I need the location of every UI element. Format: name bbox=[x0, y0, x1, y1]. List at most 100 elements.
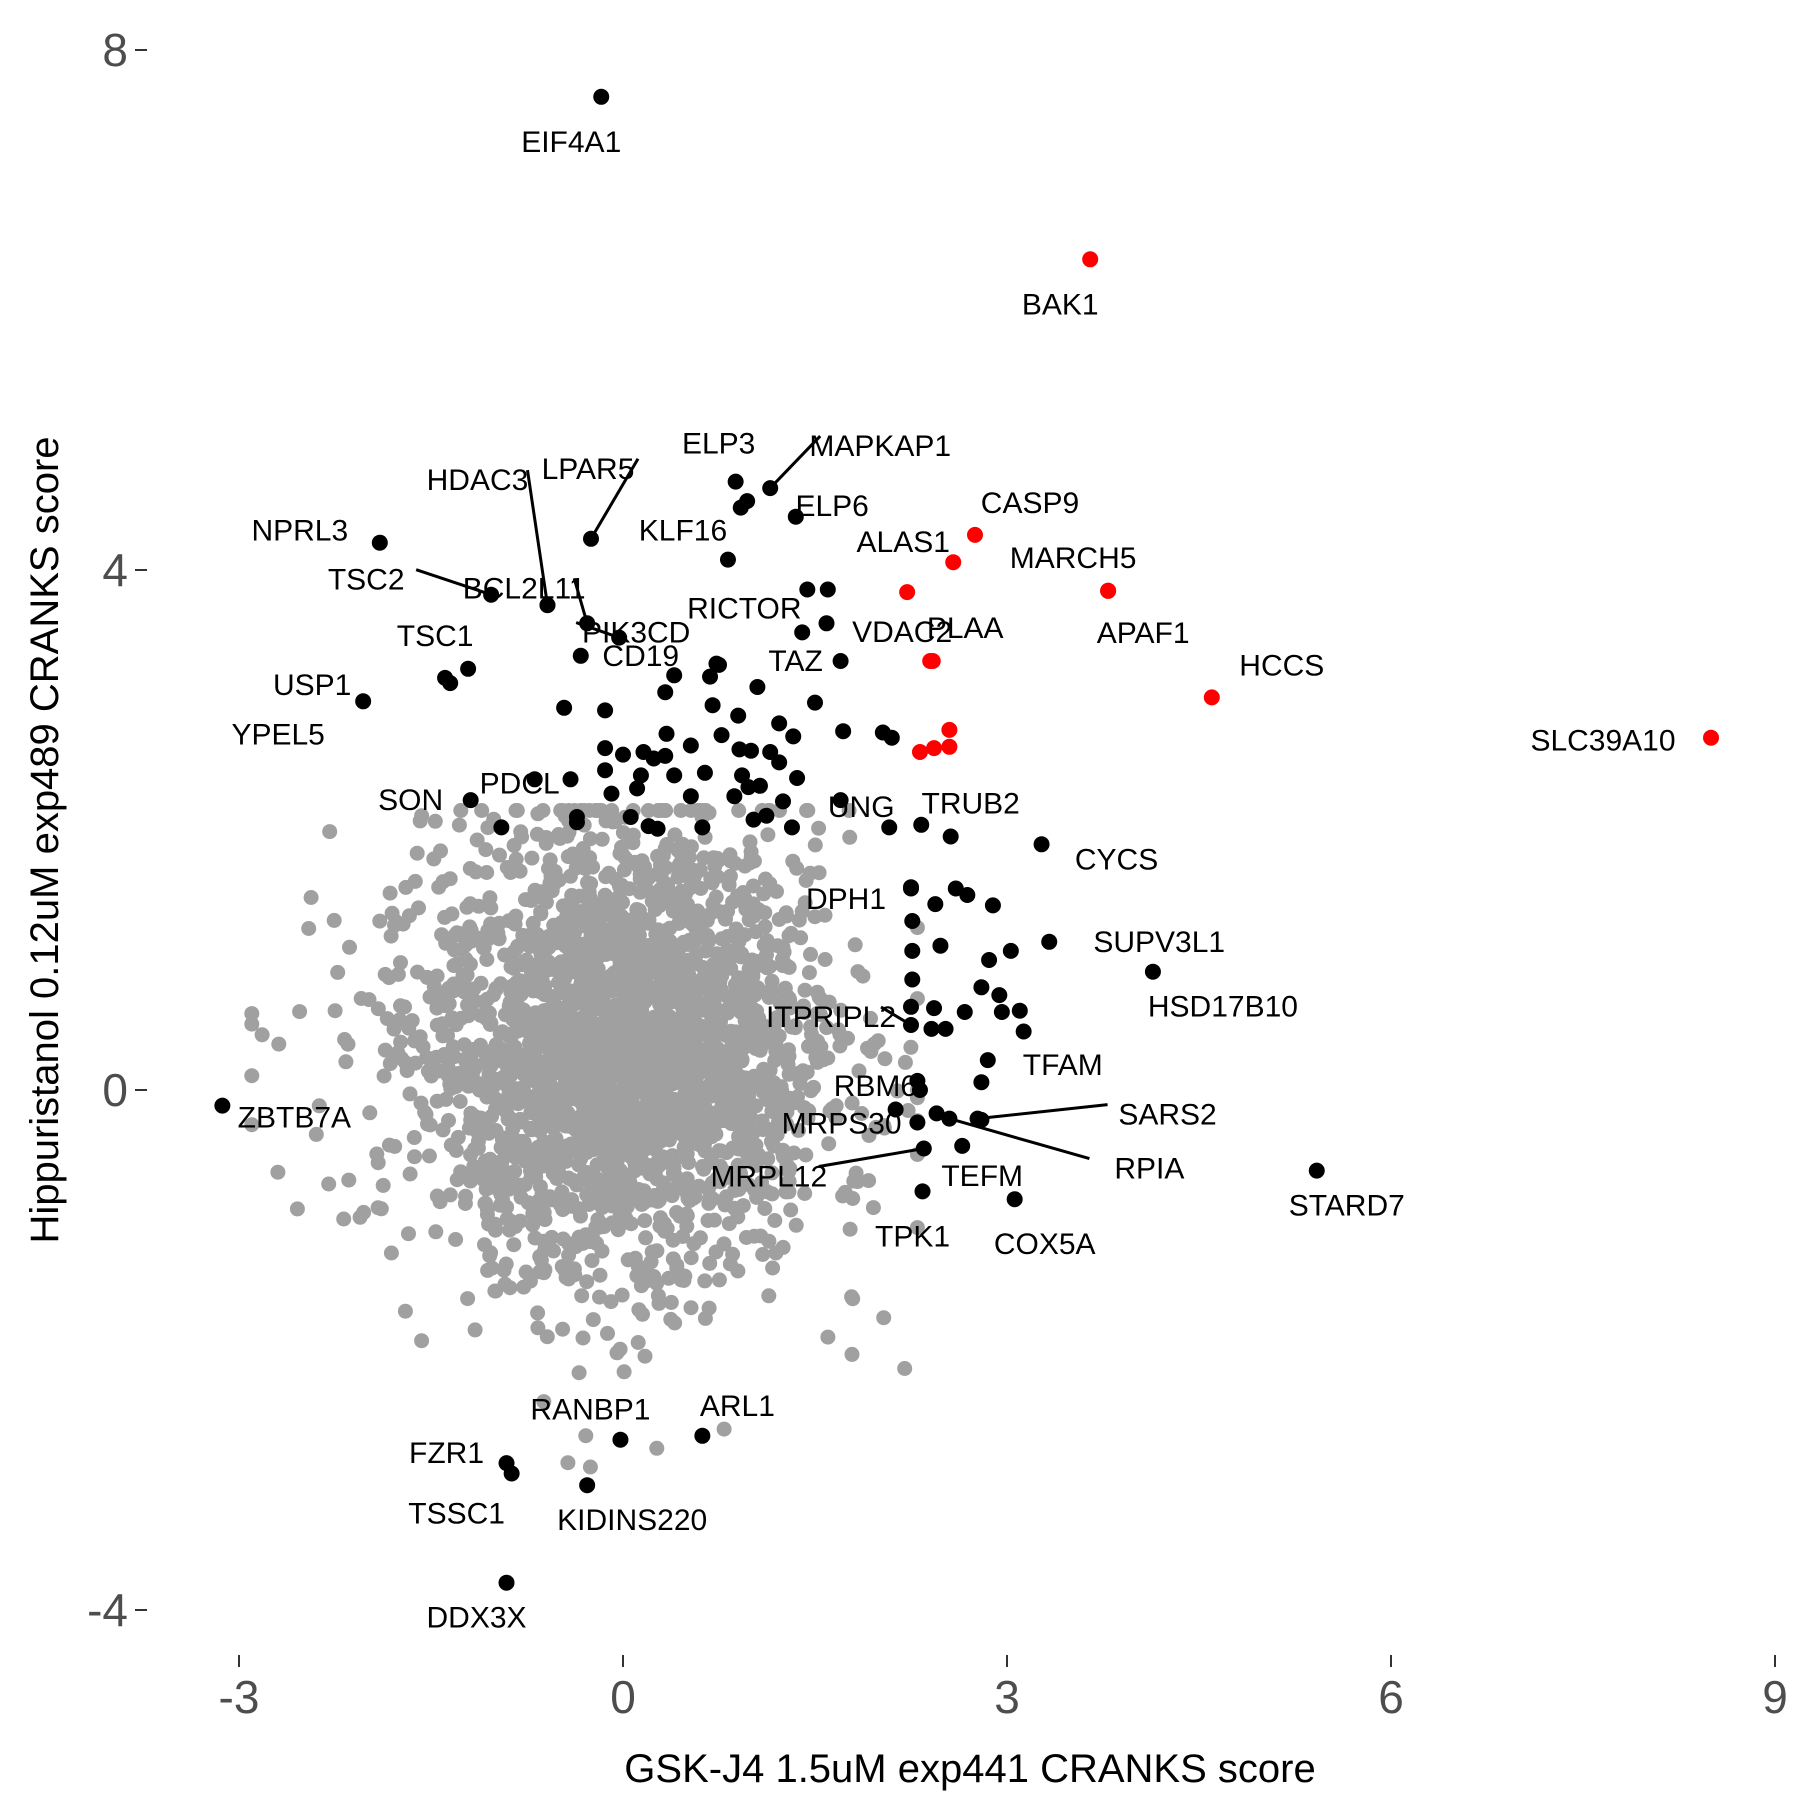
background-point bbox=[644, 1192, 660, 1208]
background-point bbox=[394, 1051, 410, 1066]
background-point bbox=[675, 1229, 691, 1244]
background-point bbox=[462, 1005, 478, 1021]
highlighted-point bbox=[973, 1074, 990, 1091]
background-point bbox=[797, 982, 813, 998]
highlighted-point bbox=[904, 942, 921, 959]
background-point bbox=[244, 1016, 260, 1032]
labeled-point bbox=[945, 554, 962, 571]
background-point bbox=[539, 1329, 555, 1345]
labeled-point bbox=[503, 1465, 520, 1482]
x-axis-title: GSK-J4 1.5uM exp441 CRANKS score bbox=[624, 1747, 1315, 1791]
x-tick-label: 0 bbox=[610, 1671, 636, 1723]
background-point bbox=[581, 876, 596, 892]
background-point bbox=[870, 1033, 886, 1049]
point-label: ALAS1 bbox=[857, 526, 950, 559]
background-point bbox=[449, 956, 465, 972]
background-point bbox=[381, 1137, 397, 1153]
background-point bbox=[582, 1459, 598, 1475]
background-point bbox=[667, 1168, 683, 1183]
background-point bbox=[577, 861, 593, 877]
labeled-point bbox=[903, 1017, 919, 1033]
highlighted-point bbox=[775, 793, 791, 810]
background-point bbox=[739, 976, 755, 992]
background-point bbox=[809, 1006, 825, 1022]
background-point bbox=[841, 803, 857, 818]
labeled-point bbox=[1082, 251, 1099, 268]
highlighted-point bbox=[771, 754, 788, 771]
highlighted-point bbox=[959, 887, 976, 903]
background-point bbox=[716, 1421, 732, 1437]
background-point bbox=[518, 952, 534, 968]
background-point bbox=[483, 1245, 499, 1261]
background-point bbox=[481, 1216, 497, 1232]
background-point bbox=[661, 1008, 677, 1024]
background-point bbox=[512, 1015, 527, 1030]
background-point bbox=[828, 1110, 844, 1126]
background-point bbox=[624, 1106, 640, 1121]
background-point bbox=[730, 1263, 746, 1279]
point-label: DPH1 bbox=[806, 883, 886, 916]
point-label: TSC2 bbox=[328, 564, 405, 597]
background-point bbox=[863, 1044, 879, 1059]
background-point bbox=[512, 1000, 527, 1016]
background-point bbox=[632, 884, 648, 900]
background-point bbox=[530, 1305, 546, 1321]
background-point bbox=[743, 849, 759, 865]
background-point bbox=[720, 1059, 736, 1075]
background-point bbox=[382, 1056, 398, 1072]
background-point bbox=[731, 1182, 747, 1197]
point-label: PIK3CD bbox=[582, 617, 690, 650]
background-point bbox=[383, 928, 399, 944]
labeled-point bbox=[969, 1110, 986, 1127]
background-point bbox=[413, 1095, 429, 1111]
background-point bbox=[542, 852, 558, 868]
highlighted-point bbox=[666, 767, 683, 784]
background-point bbox=[322, 824, 338, 840]
background-point bbox=[512, 1111, 528, 1127]
background-point bbox=[708, 1244, 724, 1260]
point-label: ZBTB7A bbox=[238, 1102, 351, 1135]
background-point bbox=[522, 1273, 538, 1289]
background-point bbox=[575, 1170, 591, 1186]
background-point bbox=[538, 835, 554, 851]
background-point bbox=[634, 853, 650, 869]
background-point bbox=[442, 1187, 458, 1203]
background-point bbox=[506, 1132, 522, 1147]
background-point bbox=[517, 1177, 533, 1193]
background-point bbox=[800, 1110, 816, 1126]
background-point bbox=[619, 1172, 635, 1188]
labeled-point bbox=[355, 693, 372, 710]
background-point bbox=[438, 1049, 454, 1065]
background-point bbox=[620, 971, 635, 986]
background-point bbox=[790, 1065, 806, 1081]
background-point bbox=[756, 937, 772, 953]
background-point bbox=[782, 1160, 798, 1176]
background-point bbox=[811, 820, 827, 836]
background-point bbox=[453, 803, 469, 818]
background-point bbox=[638, 1230, 654, 1246]
background-point bbox=[819, 1020, 835, 1036]
background-point bbox=[745, 878, 761, 894]
background-point bbox=[301, 921, 317, 936]
background-point bbox=[719, 1003, 735, 1018]
point-label: MRPS30 bbox=[782, 1107, 902, 1140]
background-point bbox=[524, 850, 540, 866]
background-point bbox=[726, 1030, 742, 1046]
highlighted-point bbox=[926, 740, 943, 757]
labeled-point bbox=[909, 1072, 926, 1089]
background-point bbox=[671, 915, 687, 931]
labeled-point bbox=[915, 1140, 932, 1157]
highlighted-point bbox=[556, 699, 573, 716]
highlighted-point bbox=[981, 952, 998, 968]
point-label: PDCL bbox=[480, 767, 560, 800]
background-point bbox=[502, 1222, 517, 1238]
background-point bbox=[758, 871, 773, 887]
background-point bbox=[760, 827, 776, 843]
highlighted-point bbox=[932, 937, 949, 954]
background-point bbox=[525, 1205, 541, 1221]
background-point bbox=[854, 1106, 870, 1121]
background-point bbox=[426, 851, 442, 867]
background-point bbox=[683, 803, 699, 818]
point-label: LPAR5 bbox=[542, 453, 635, 486]
background-point bbox=[658, 1109, 674, 1125]
